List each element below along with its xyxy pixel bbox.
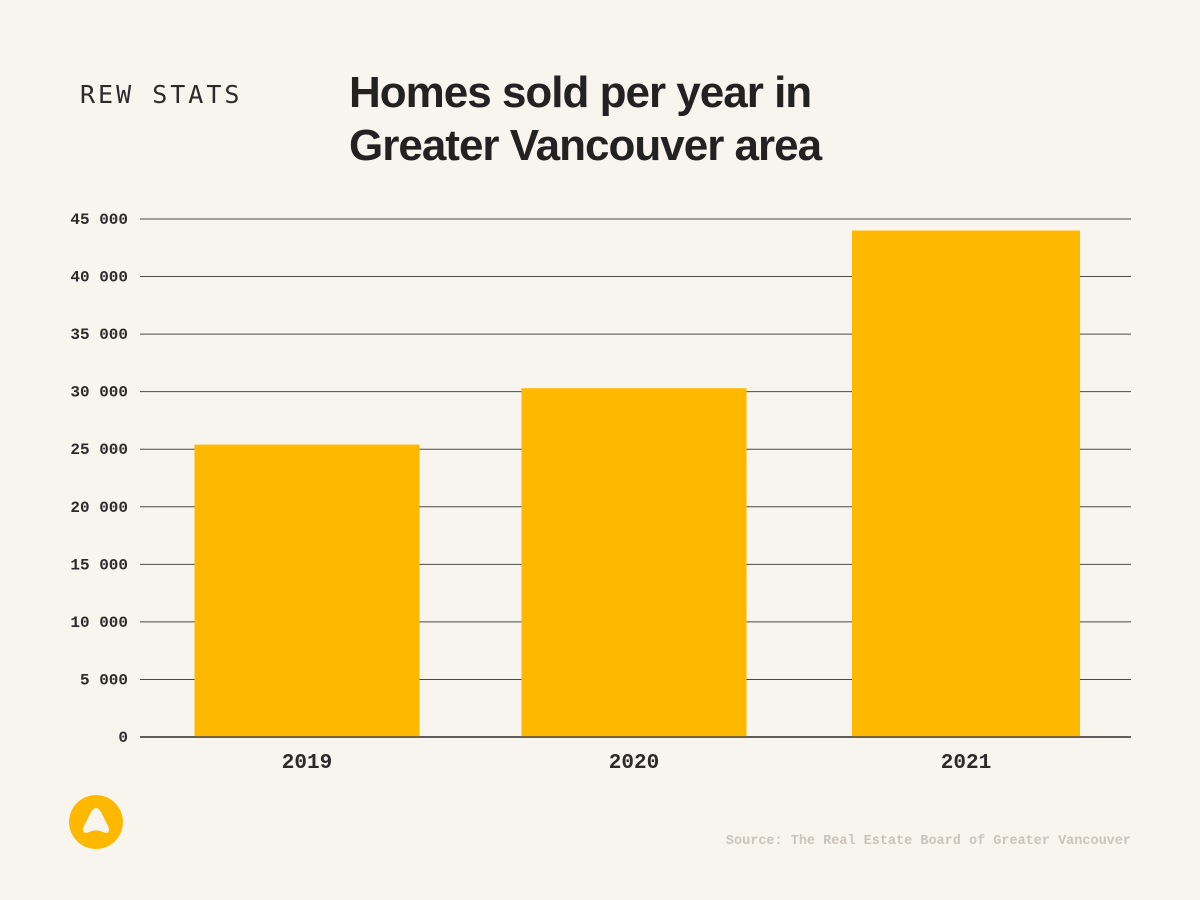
y-tick-label: 35 000 xyxy=(70,326,128,344)
bar xyxy=(194,444,420,737)
triangle-logo-icon xyxy=(69,795,123,849)
bar xyxy=(852,230,1080,737)
y-tick-label: 30 000 xyxy=(70,384,128,402)
bar xyxy=(521,388,747,737)
y-tick-label: 20 000 xyxy=(70,499,128,517)
y-tick-label: 45 000 xyxy=(70,211,128,229)
chart-title-line-1: Homes sold per year in xyxy=(349,68,812,117)
chart-title-line-2: Greater Vancouver area xyxy=(349,121,822,170)
y-tick-label: 5 000 xyxy=(80,671,128,689)
y-tick-label: 10 000 xyxy=(70,614,128,632)
chart-title: Homes sold per year in Greater Vancouver… xyxy=(349,66,1049,172)
x-tick-label: 2019 xyxy=(282,752,332,775)
y-tick-label: 15 000 xyxy=(70,556,128,574)
y-tick-label: 40 000 xyxy=(70,269,128,287)
x-tick-label: 2020 xyxy=(609,752,659,775)
y-tick-label: 25 000 xyxy=(70,441,128,459)
brand-label: REW STATS xyxy=(80,80,243,109)
x-tick-label: 2021 xyxy=(941,752,991,775)
y-tick-label: 0 xyxy=(118,729,128,747)
source-note: Source: The Real Estate Board of Greater… xyxy=(725,834,1131,849)
